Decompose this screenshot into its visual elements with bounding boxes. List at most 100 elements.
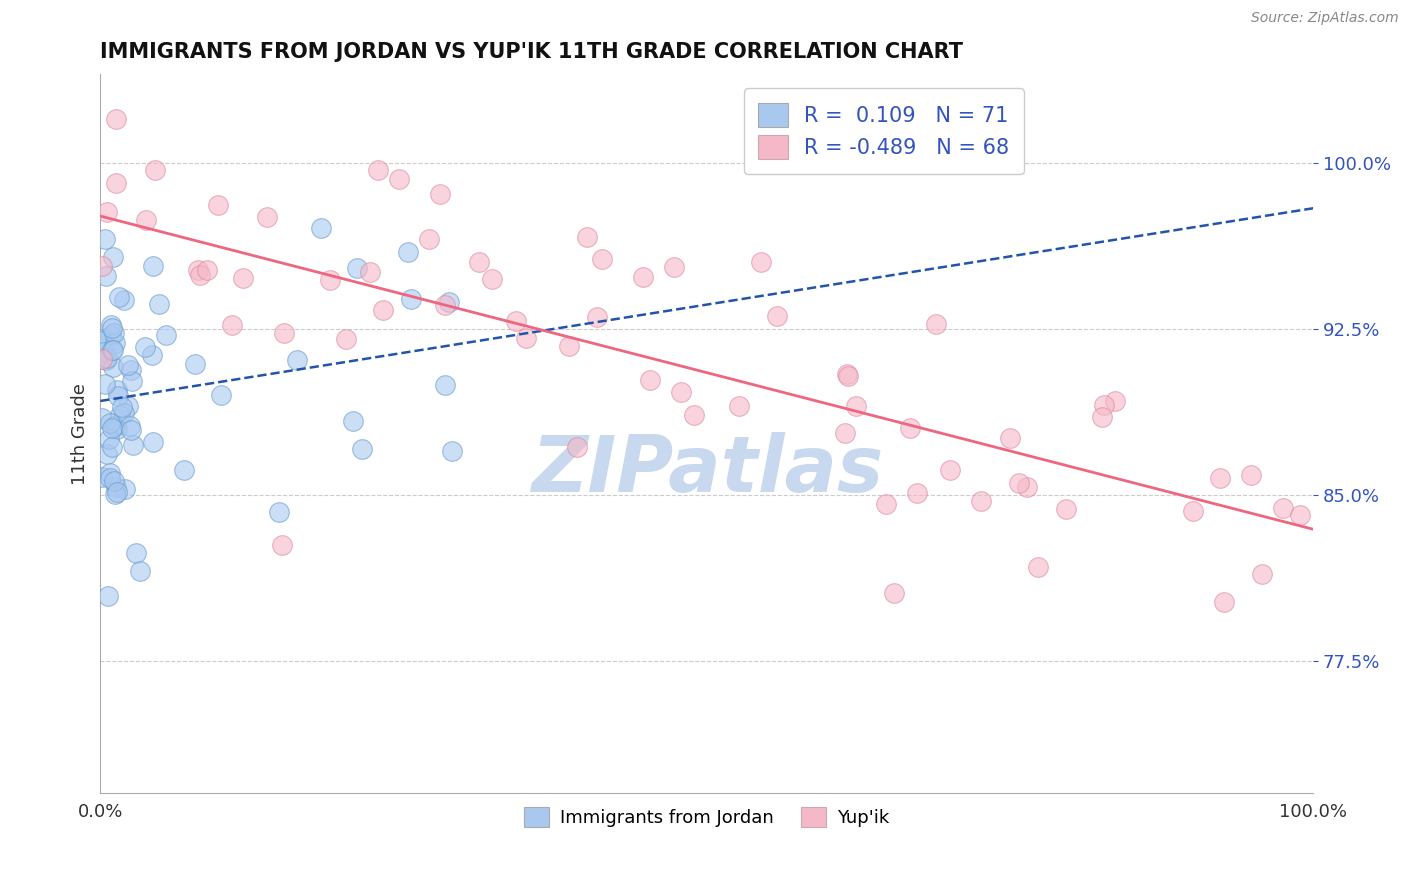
Point xyxy=(148,296,170,310)
Text: Source: ZipAtlas.com: Source: ZipAtlas.com xyxy=(1251,11,1399,25)
Point xyxy=(232,270,254,285)
Text: ZIPatlas: ZIPatlas xyxy=(530,432,883,508)
Point xyxy=(101,343,124,357)
Point xyxy=(371,302,394,317)
Point xyxy=(135,213,157,227)
Point xyxy=(319,273,342,287)
Point xyxy=(96,351,118,365)
Point xyxy=(101,440,124,454)
Point xyxy=(112,406,135,420)
Point xyxy=(1000,431,1022,445)
Point xyxy=(221,318,243,332)
Point xyxy=(129,564,152,578)
Point xyxy=(103,336,125,351)
Point xyxy=(1017,480,1039,494)
Point xyxy=(103,474,125,488)
Point xyxy=(173,463,195,477)
Point xyxy=(105,485,128,500)
Point xyxy=(883,586,905,600)
Point xyxy=(101,251,124,265)
Point xyxy=(207,198,229,212)
Point xyxy=(105,383,128,397)
Point xyxy=(834,426,856,441)
Point xyxy=(1026,560,1049,574)
Point xyxy=(96,447,118,461)
Point xyxy=(925,317,948,331)
Point xyxy=(101,343,124,357)
Point xyxy=(97,589,120,603)
Point xyxy=(94,352,117,367)
Point xyxy=(970,494,993,508)
Point xyxy=(114,293,136,307)
Point xyxy=(90,259,112,273)
Point xyxy=(94,232,117,246)
Point xyxy=(586,310,609,325)
Text: IMMIGRANTS FROM JORDAN VS YUP'IK 11TH GRADE CORRELATION CHART: IMMIGRANTS FROM JORDAN VS YUP'IK 11TH GR… xyxy=(100,42,963,62)
Point xyxy=(108,290,131,304)
Point xyxy=(558,338,581,352)
Point xyxy=(118,419,141,434)
Point xyxy=(143,163,166,178)
Point xyxy=(515,331,537,345)
Point xyxy=(142,259,165,273)
Point xyxy=(433,297,456,311)
Point xyxy=(437,294,460,309)
Point xyxy=(93,345,115,359)
Point xyxy=(104,487,127,501)
Point xyxy=(575,230,598,244)
Point xyxy=(591,252,613,266)
Point xyxy=(107,389,129,403)
Point xyxy=(1054,502,1077,516)
Point xyxy=(104,419,127,434)
Point xyxy=(117,358,139,372)
Point xyxy=(100,416,122,430)
Point xyxy=(96,205,118,219)
Legend: Immigrants from Jordan, Yup'ik: Immigrants from Jordan, Yup'ik xyxy=(517,799,897,835)
Point xyxy=(93,377,115,392)
Point xyxy=(939,463,962,477)
Point xyxy=(104,177,127,191)
Point xyxy=(728,399,751,413)
Point xyxy=(640,373,662,387)
Point xyxy=(120,363,142,377)
Point xyxy=(837,367,859,381)
Point xyxy=(433,378,456,392)
Point xyxy=(101,421,124,435)
Point xyxy=(121,374,143,388)
Point xyxy=(1213,595,1236,609)
Point xyxy=(103,326,125,340)
Point xyxy=(342,414,364,428)
Point xyxy=(399,292,422,306)
Point xyxy=(103,360,125,375)
Point xyxy=(90,332,112,346)
Point xyxy=(631,269,654,284)
Point xyxy=(141,348,163,362)
Point xyxy=(429,187,451,202)
Point xyxy=(751,254,773,268)
Point xyxy=(103,419,125,434)
Point xyxy=(418,232,440,246)
Point xyxy=(905,485,928,500)
Y-axis label: 11th Grade: 11th Grade xyxy=(72,383,89,485)
Point xyxy=(142,434,165,449)
Point xyxy=(90,334,112,348)
Point xyxy=(101,321,124,335)
Point xyxy=(100,327,122,342)
Point xyxy=(481,272,503,286)
Point xyxy=(845,399,868,413)
Point xyxy=(209,388,232,402)
Point xyxy=(94,269,117,284)
Point xyxy=(662,260,685,275)
Point xyxy=(105,112,128,126)
Point xyxy=(359,265,381,279)
Point xyxy=(1094,398,1116,412)
Point xyxy=(309,220,332,235)
Point xyxy=(91,411,114,425)
Point xyxy=(91,470,114,484)
Point xyxy=(273,326,295,340)
Point xyxy=(122,438,145,452)
Point xyxy=(155,328,177,343)
Point xyxy=(256,211,278,225)
Point xyxy=(1104,394,1126,409)
Point xyxy=(270,538,292,552)
